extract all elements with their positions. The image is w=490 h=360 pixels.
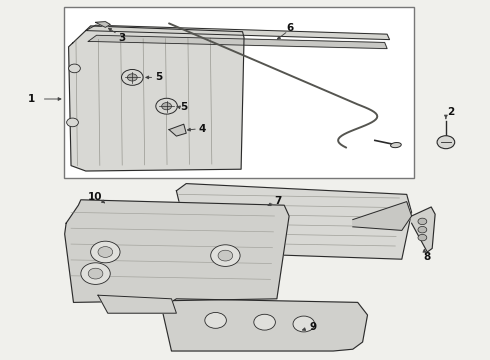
Circle shape — [127, 74, 137, 81]
Polygon shape — [169, 124, 186, 136]
Circle shape — [69, 64, 80, 73]
Polygon shape — [86, 25, 390, 40]
Polygon shape — [412, 207, 435, 252]
Polygon shape — [353, 202, 412, 230]
Circle shape — [88, 268, 103, 279]
Text: 6: 6 — [287, 23, 294, 33]
Bar — [64, 7, 414, 178]
Circle shape — [418, 226, 427, 233]
Circle shape — [122, 69, 143, 85]
Circle shape — [81, 263, 110, 284]
Text: 2: 2 — [447, 107, 454, 117]
Text: 5: 5 — [156, 72, 163, 82]
Circle shape — [218, 250, 233, 261]
Circle shape — [98, 247, 113, 257]
Circle shape — [205, 312, 226, 328]
Text: 1: 1 — [28, 94, 35, 104]
Circle shape — [293, 316, 315, 332]
Circle shape — [156, 98, 177, 114]
Text: 5: 5 — [180, 102, 187, 112]
Text: 7: 7 — [274, 196, 282, 206]
Polygon shape — [176, 184, 412, 259]
Polygon shape — [96, 22, 110, 27]
Text: 9: 9 — [309, 321, 316, 332]
Text: 4: 4 — [198, 124, 206, 134]
Circle shape — [162, 103, 172, 110]
Circle shape — [91, 241, 120, 263]
Circle shape — [67, 118, 78, 127]
Polygon shape — [98, 295, 176, 313]
Circle shape — [211, 245, 240, 266]
Polygon shape — [88, 35, 387, 49]
Circle shape — [418, 218, 427, 225]
Circle shape — [437, 136, 455, 149]
Ellipse shape — [391, 143, 401, 148]
Circle shape — [254, 314, 275, 330]
Text: 8: 8 — [424, 252, 431, 262]
Text: 10: 10 — [87, 192, 102, 202]
Circle shape — [418, 234, 427, 241]
Polygon shape — [162, 299, 368, 351]
Text: 3: 3 — [118, 33, 125, 43]
Polygon shape — [69, 26, 244, 171]
Polygon shape — [65, 200, 289, 302]
